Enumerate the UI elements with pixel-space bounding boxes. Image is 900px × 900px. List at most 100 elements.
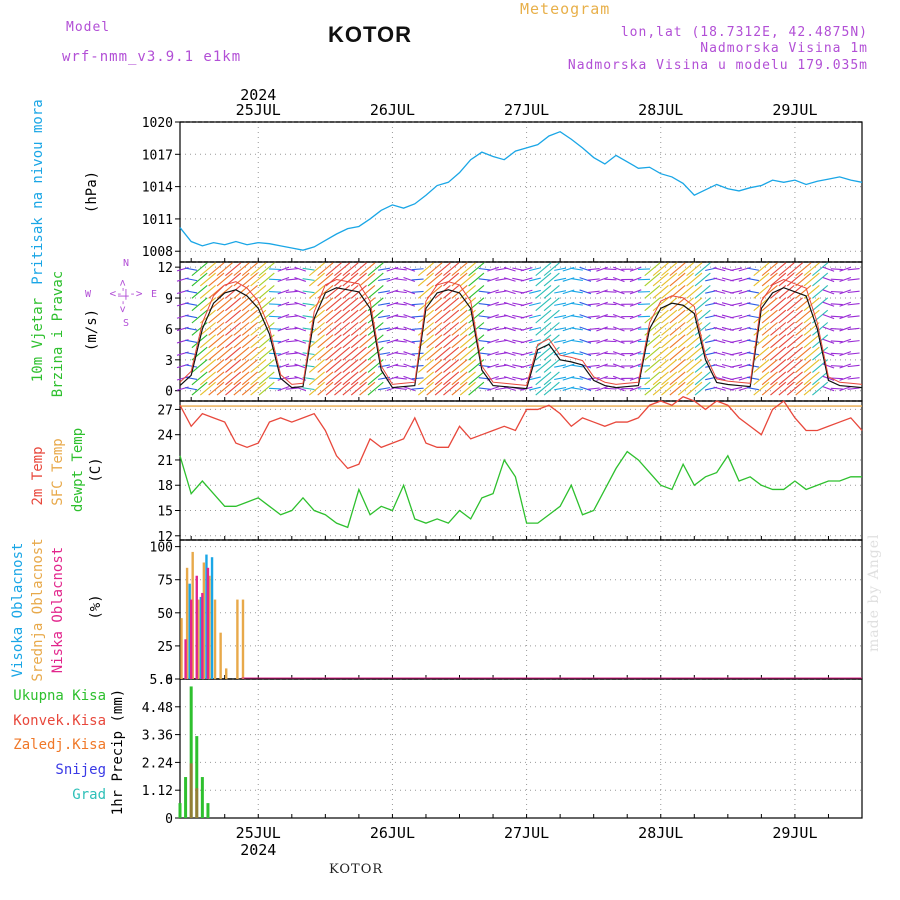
y-tick-label: 1020 [142,116,173,131]
wind-arrow [587,268,600,271]
wind-arrow [661,359,678,373]
y-tick-label: 2.24 [142,756,173,771]
wind-arrow [216,359,233,373]
wind-arrow [451,272,468,287]
temp-axis-dewpt: dewpt Temp [70,428,86,512]
wind-arrow [795,371,812,386]
wind-arrow [652,359,669,373]
wind-arrow [411,327,424,330]
wind-arrow [543,346,560,361]
wind-arrow [644,262,661,277]
wind-arrow [308,272,325,287]
wind-arrow [250,359,267,373]
wind-arrow [812,381,829,396]
wind-arrow [694,322,711,336]
wind-arrow [629,338,642,344]
wind-arrow [604,268,617,271]
wind-arrow [778,359,795,373]
wind-arrow [185,302,198,306]
wind-arrow [503,326,516,332]
wind-arrow [587,364,600,368]
wind-arrow [417,262,434,277]
wind-arrow [661,346,678,361]
wind-arrow [199,371,216,386]
wind-arrow [803,322,820,336]
wind-arrow [830,290,843,293]
wind-arrow [503,301,516,307]
wind-arrow [730,364,743,368]
pressure-frame [179,121,863,263]
elevation-label: Nadmorska Visina 1m [700,41,868,56]
wind-arrow [443,262,460,277]
wind-arrow [803,262,820,277]
wind-arrow [443,322,460,336]
wind-arrow [359,381,376,396]
wind-arrow [199,262,216,277]
wind-arrow [285,290,298,293]
wind-arrow [302,290,315,294]
wind-arrow [342,272,359,287]
wind-arrow [208,272,225,287]
cloud-bar-mid [236,599,239,679]
wind-arrow [241,371,258,386]
wind-arrow [250,381,267,396]
wind-arrow [596,301,608,307]
wind-arrow [403,338,416,344]
pressure-axis-title: Pritisak na nivou mora [30,99,46,284]
wind-arrow [386,326,399,332]
wind-arrow [208,371,225,386]
wind-arrow [713,363,726,369]
wind-arrow [241,346,258,361]
wind-arrow [587,387,600,390]
wind-arrow [713,351,726,356]
cloud-bar-low [184,639,187,679]
y-tick-label: 25 [157,640,173,655]
wind-arrow [317,297,334,312]
wind-arrow [604,377,617,380]
precip-panel: 0 1.12 2.24 3.36 4.48 5.6 [142,673,863,827]
wind-arrow [250,262,267,277]
wind-arrow [730,376,743,381]
wind-arrow [185,386,198,391]
wind-arrow [596,338,608,344]
wind-arrow [208,334,225,349]
wind-arrow [225,346,242,361]
wind-arrow [713,302,726,307]
wind-arrow [535,309,552,324]
wind-arrow [334,262,351,277]
wind-arrow [216,346,233,361]
wind-arrow [394,327,407,331]
wind-arrow [652,334,669,349]
wind-arrow [761,371,778,386]
wind-arrow [241,272,258,287]
wind-arrow [216,309,233,324]
wind-arrow [587,340,600,343]
wind-arrow [529,289,541,294]
wind-arrow [426,309,443,324]
wind-arrow [529,339,541,344]
wind-arrow [596,386,608,392]
wind-arrow [241,322,258,336]
wind-arrow [612,276,625,283]
wind-arrow [554,376,567,381]
wind-arrow [529,302,541,307]
wind-arrow [520,289,533,294]
wind-arrow [786,381,803,396]
wind-arrow [770,334,787,349]
wind-arrow [185,339,198,343]
wind-arrow [403,301,416,307]
wind-arrow [847,303,860,306]
wind-arrow [443,371,460,386]
wind-arrow [686,272,703,287]
wind-arrow [325,297,342,312]
wind-arrow [830,268,843,271]
wind-arrow [644,359,661,373]
wind-arrow [350,359,367,373]
wind-arrow [661,381,678,396]
wind-arrow [386,363,399,369]
day-label-bottom: 29JUL [772,824,817,842]
wind-arrow [185,290,198,294]
wind-arrow [795,334,812,349]
wind-arrow [746,387,759,391]
wind-arrow [478,315,491,318]
